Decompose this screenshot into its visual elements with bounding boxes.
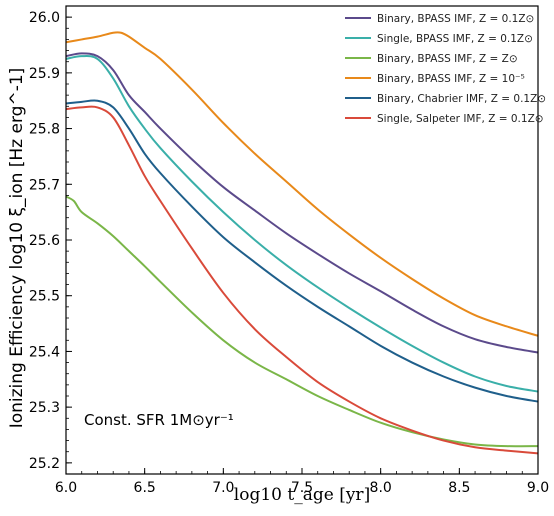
series-line-4 bbox=[65, 31, 539, 337]
y-tick-label: 25.5 bbox=[29, 289, 60, 305]
y-tick-label: 25.8 bbox=[29, 122, 60, 138]
x-tick-label: 6.0 bbox=[55, 480, 77, 496]
legend-label-2: Single, BPASS IMF, Z = 0.1Z⊙ bbox=[377, 33, 533, 45]
x-tick-label: 7.5 bbox=[291, 480, 313, 496]
y-axis-label: Ionizing Efficiency log10 ξ_ion [Hz erg^… bbox=[7, 68, 27, 429]
y-tick-label: 25.6 bbox=[29, 233, 60, 249]
series-layer bbox=[65, 31, 539, 455]
annotation-text: Const. SFR 1M⊙yr⁻¹ bbox=[84, 411, 234, 429]
x-tick-label: 8.5 bbox=[448, 480, 470, 496]
ticks-layer: 6.0 6.5 7.0 7.5 8.0 8.5 9.0 25.2 25.3 25.4 25.5 25.… bbox=[29, 10, 549, 496]
x-tick-label: 8.0 bbox=[370, 480, 392, 496]
legend-label-5: Binary, Chabrier IMF, Z = 0.1Z⊙ bbox=[377, 93, 546, 105]
legend: Binary, BPASS IMF, Z = 0.1Z⊙ Single, BPAS… bbox=[345, 13, 546, 125]
y-tick-label: 26.0 bbox=[29, 10, 60, 26]
series-line-3 bbox=[65, 195, 539, 448]
y-tick-label: 25.2 bbox=[29, 456, 60, 472]
y-tick-label: 25.3 bbox=[29, 400, 60, 416]
legend-label-3: Binary, BPASS IMF, Z = Z⊙ bbox=[377, 53, 518, 65]
series-line-2 bbox=[65, 55, 539, 393]
y-tick-label: 25.4 bbox=[29, 344, 60, 360]
x-tick-label: 7.0 bbox=[212, 480, 234, 496]
x-tick-label: 6.5 bbox=[134, 480, 156, 496]
y-tick-label: 25.7 bbox=[29, 177, 60, 193]
x-axis-label: log10 t_age [yr] bbox=[234, 485, 370, 505]
legend-label-6: Single, Salpeter IMF, Z = 0.1Z⊙ bbox=[377, 113, 544, 125]
x-tick-label: 9.0 bbox=[527, 480, 549, 496]
y-tick-label: 25.9 bbox=[29, 66, 60, 82]
series-line-1 bbox=[65, 52, 539, 354]
legend-label-4: Binary, BPASS IMF, Z = 10⁻⁵ bbox=[377, 73, 525, 85]
series-line-5 bbox=[65, 99, 539, 403]
series-line-6 bbox=[65, 105, 539, 455]
legend-label-1: Binary, BPASS IMF, Z = 0.1Z⊙ bbox=[377, 13, 534, 25]
